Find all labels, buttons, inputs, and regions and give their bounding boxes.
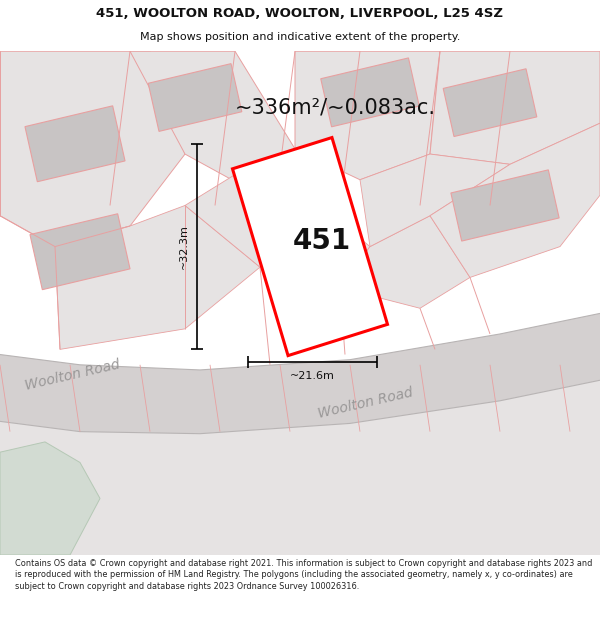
Polygon shape <box>0 442 100 555</box>
Text: ~336m²/~0.083ac.: ~336m²/~0.083ac. <box>235 98 436 118</box>
Polygon shape <box>430 51 600 164</box>
Polygon shape <box>30 214 130 289</box>
Polygon shape <box>185 174 370 288</box>
Polygon shape <box>0 51 185 247</box>
Text: ~32.3m: ~32.3m <box>179 224 189 269</box>
Polygon shape <box>360 154 510 247</box>
Polygon shape <box>55 206 260 349</box>
Text: Contains OS data © Crown copyright and database right 2021. This information is : Contains OS data © Crown copyright and d… <box>15 559 592 591</box>
Polygon shape <box>430 123 600 278</box>
Text: 451, WOOLTON ROAD, WOOLTON, LIVERPOOL, L25 4SZ: 451, WOOLTON ROAD, WOOLTON, LIVERPOOL, L… <box>97 8 503 21</box>
Text: 451: 451 <box>293 228 351 256</box>
Polygon shape <box>321 58 419 127</box>
Polygon shape <box>340 216 470 308</box>
Polygon shape <box>443 69 537 136</box>
Polygon shape <box>451 170 559 241</box>
Text: Woolton Road: Woolton Road <box>23 357 121 393</box>
Polygon shape <box>0 313 600 434</box>
Text: Woolton Road: Woolton Road <box>316 385 414 421</box>
Polygon shape <box>295 51 440 180</box>
Polygon shape <box>148 64 242 131</box>
Text: Map shows position and indicative extent of the property.: Map shows position and indicative extent… <box>140 32 460 43</box>
Text: ~21.6m: ~21.6m <box>290 371 335 381</box>
Polygon shape <box>130 51 295 195</box>
Polygon shape <box>25 106 125 182</box>
Polygon shape <box>0 380 600 555</box>
Polygon shape <box>232 138 388 356</box>
